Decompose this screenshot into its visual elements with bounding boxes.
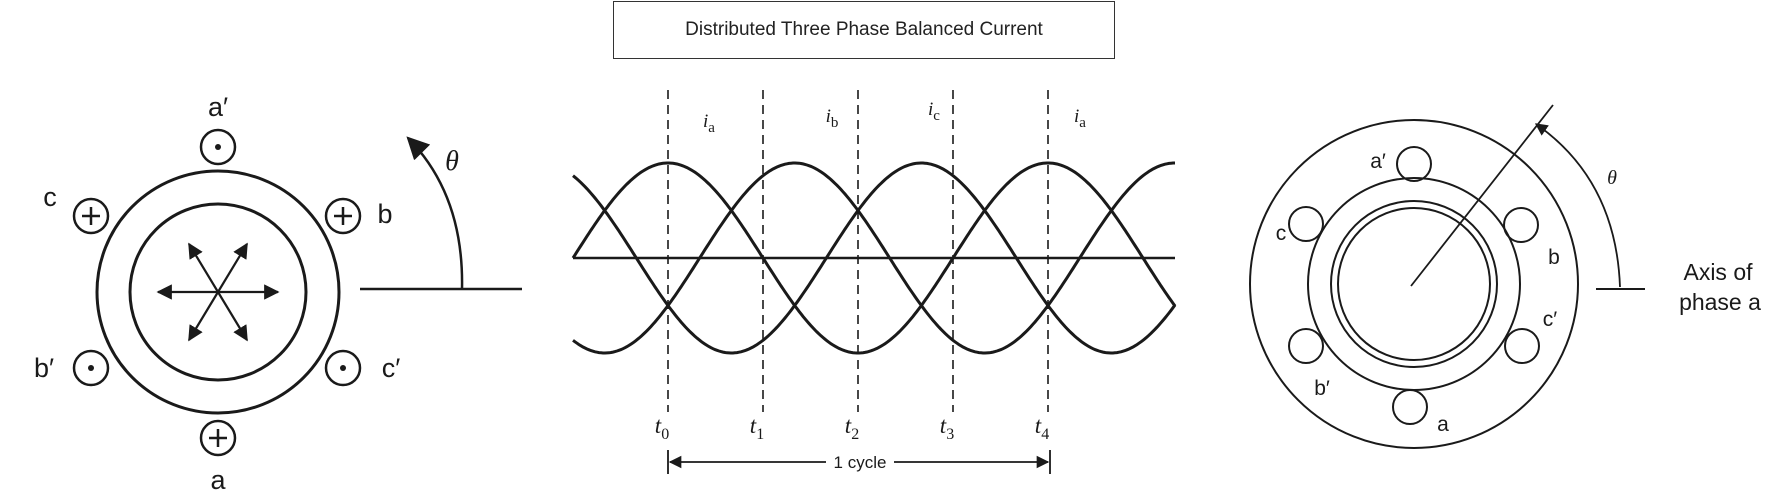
phase-c-current bbox=[572, 161, 1177, 355]
right-rotor-outer bbox=[1330, 200, 1498, 368]
time-label: t4 bbox=[1035, 413, 1049, 443]
slot-b-prime bbox=[1288, 328, 1324, 364]
rotor-axis-line bbox=[1410, 104, 1554, 287]
coil-b bbox=[324, 197, 362, 235]
label-a: a bbox=[210, 465, 226, 495]
coil-b-prime bbox=[72, 349, 110, 387]
axis-label-line2: phase a bbox=[1679, 289, 1761, 315]
label-b: b bbox=[377, 199, 392, 229]
left-theta-label: θ bbox=[445, 146, 459, 177]
right-theta-label: θ bbox=[1607, 167, 1617, 189]
phase-label: ic bbox=[928, 99, 940, 124]
right-machine bbox=[1249, 104, 1645, 449]
phase-currents bbox=[571, 161, 1177, 355]
right-rotor-inner bbox=[1337, 207, 1491, 361]
phase-a-current bbox=[571, 161, 1177, 355]
left-angle-arc bbox=[406, 136, 464, 290]
coil-c bbox=[72, 197, 110, 235]
label-c: c bbox=[43, 182, 57, 212]
label-a-prime: a′ bbox=[208, 92, 228, 122]
right-label-a: a bbox=[1437, 413, 1449, 436]
slot-a-prime bbox=[1396, 146, 1432, 182]
slot-a bbox=[1392, 389, 1428, 425]
time-label: t1 bbox=[750, 413, 764, 443]
right-angle-arc bbox=[1534, 123, 1621, 288]
diagram-title: Distributed Three Phase Balanced Current bbox=[613, 1, 1115, 59]
phase-label: ia bbox=[1074, 106, 1086, 131]
waveform-panel bbox=[571, 90, 1177, 474]
right-label-b: b bbox=[1548, 246, 1560, 269]
time-label: t2 bbox=[845, 413, 859, 443]
slot-b bbox=[1503, 207, 1539, 243]
slot-c-prime bbox=[1504, 328, 1540, 364]
right-label-b-prime: b′ bbox=[1314, 377, 1330, 400]
phase-label: ib bbox=[826, 106, 839, 131]
phase-label: ia bbox=[703, 111, 715, 136]
right-label-c: c bbox=[1276, 222, 1287, 245]
slot-c bbox=[1288, 206, 1324, 242]
time-markers bbox=[667, 90, 1049, 412]
right-stator-inner bbox=[1307, 177, 1521, 391]
cycle-label: 1 cycle bbox=[834, 453, 887, 472]
time-label: t0 bbox=[655, 413, 669, 443]
coil-c-prime bbox=[324, 349, 362, 387]
right-label-a-prime: a′ bbox=[1370, 150, 1386, 173]
time-labels: t0 t1 t2 t3 t4 bbox=[655, 413, 1049, 443]
left-machine bbox=[72, 128, 522, 457]
label-b-prime: b′ bbox=[34, 353, 54, 383]
mmf-arrows bbox=[156, 242, 280, 342]
axis-label-line1: Axis of bbox=[1683, 259, 1753, 285]
coil-a-prime bbox=[199, 128, 237, 166]
coil-a bbox=[199, 419, 237, 457]
phase-labels: ia ib ic ia bbox=[703, 99, 1086, 136]
right-outer-ring bbox=[1249, 119, 1579, 449]
right-label-c-prime: c′ bbox=[1543, 308, 1558, 331]
cycle-label-bg bbox=[826, 450, 894, 472]
left-stator-outer bbox=[95, 169, 341, 415]
left-stator-inner bbox=[128, 202, 308, 382]
time-label: t3 bbox=[940, 413, 954, 443]
label-c-prime: c′ bbox=[382, 353, 401, 383]
phase-b-current bbox=[572, 161, 1175, 355]
